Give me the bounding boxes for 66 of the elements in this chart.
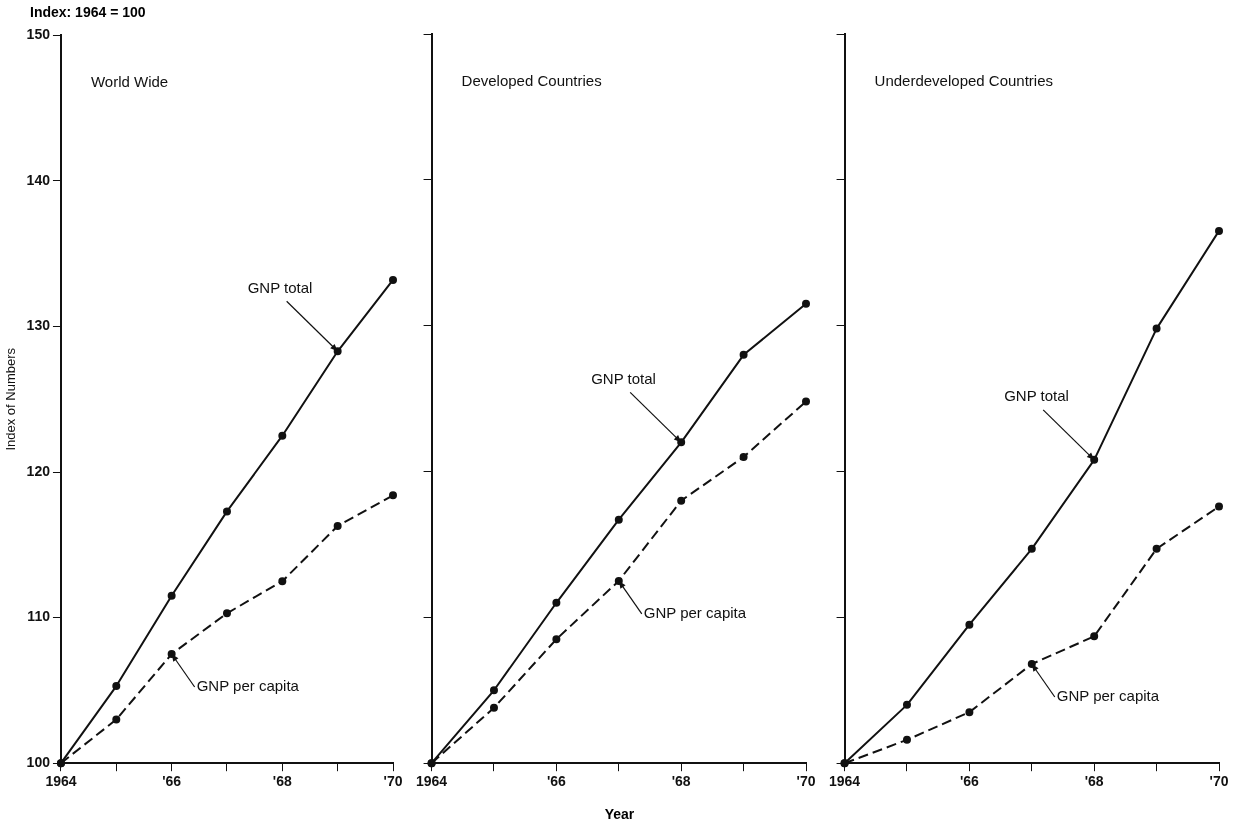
y-axis-title: Index of Numbers [3,347,19,451]
point [333,347,342,356]
annotation: GNP per capita [643,603,747,621]
point [167,591,176,600]
x-tick-label: '70 [383,773,403,790]
point [222,507,231,516]
annotation: GNP per capita [196,676,300,694]
y-tick-label: 100 [26,754,51,771]
point [389,491,397,500]
point [222,609,231,618]
point [1090,632,1099,641]
point [902,735,911,744]
y-tick-label: 130 [26,317,51,334]
point [552,635,561,644]
point [333,521,342,530]
point [1027,660,1036,669]
x-tick-label: '66 [546,773,567,790]
point [1215,502,1223,511]
point [965,708,974,717]
chart-subtitle: Index: 1964 = 100 [30,4,146,20]
x-tick-label: 1964 [828,773,861,790]
point [167,650,176,659]
x-tick-label: '70 [796,773,816,790]
point [1215,226,1223,235]
y-tick-label: 140 [26,171,51,188]
point [489,703,498,712]
point [489,686,498,695]
x-tick-label: 1964 [45,773,77,790]
point [965,620,974,629]
annotation: GNP total [247,278,313,296]
point [802,299,810,308]
point [1027,544,1036,553]
x-axis-title: Year [603,806,636,822]
point [112,715,121,724]
point [739,452,748,461]
text: Developed Countries [461,71,602,89]
annotation: GNP per capita [1056,686,1160,704]
text: Underdeveloped Countries [874,71,1054,89]
x-tick-label: '68 [1084,773,1104,790]
x-tick-label: 1964 [415,773,448,790]
point [1090,455,1099,464]
y-tick-label: 110 [27,608,51,625]
annotation: GNP total [591,369,656,387]
x-tick-label: '70 [1209,773,1229,790]
point [614,515,623,524]
point [739,350,748,359]
x-tick-label: '66 [162,773,182,790]
point [278,577,287,586]
point [112,682,121,691]
point [552,598,561,607]
point [902,700,911,709]
x-tick-label: '68 [671,773,691,790]
x-tick-label: '68 [272,773,292,790]
point [1152,544,1161,553]
annotation: GNP total [1004,387,1069,405]
point [677,438,686,447]
x-tick-label: '66 [959,773,980,790]
point [278,431,287,440]
point [802,397,810,406]
point [389,275,397,284]
point [614,576,623,585]
y-tick-label: 120 [26,462,51,479]
point [677,496,686,505]
y-tick-label: 150 [26,26,51,43]
text: World Wide [90,73,169,91]
point [1152,324,1161,333]
